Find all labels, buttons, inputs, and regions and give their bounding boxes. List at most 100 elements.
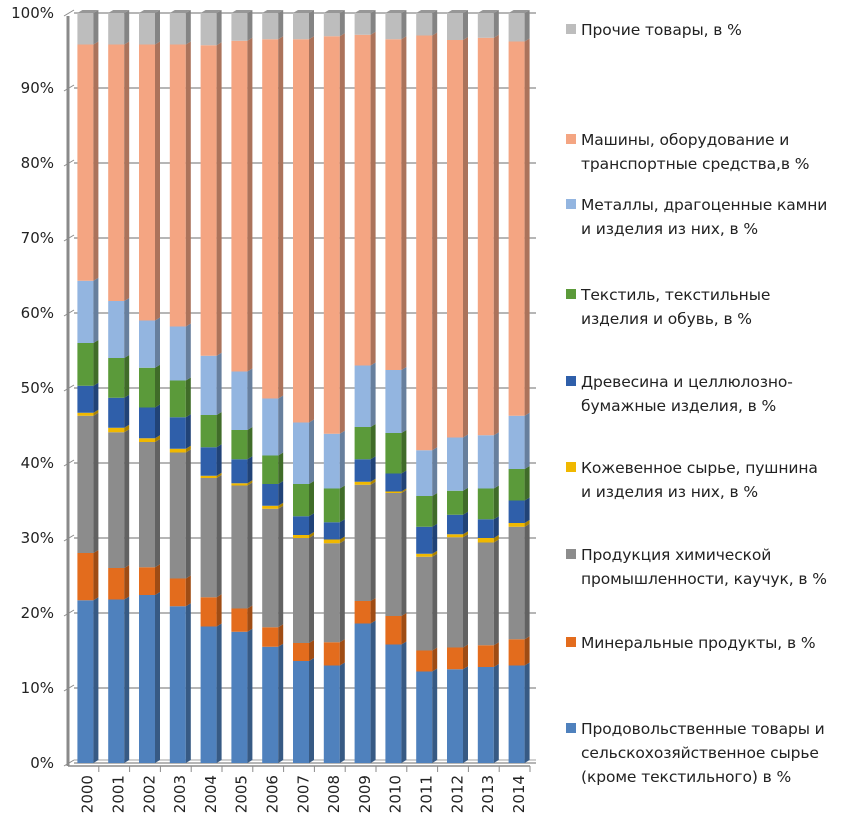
bar-segment-side (278, 452, 284, 484)
bar-segment (447, 647, 463, 670)
bar-segment-side (309, 535, 314, 643)
bar-segment-side (309, 640, 314, 661)
y-tick-label: 70% (21, 229, 54, 247)
bar-segment-side (247, 628, 253, 763)
bar-segment (108, 358, 125, 398)
bar-segment (447, 669, 463, 763)
bar-segment (416, 556, 433, 651)
bar-segment (231, 13, 248, 41)
bar-segment (169, 578, 186, 607)
bar-segment-side (401, 641, 407, 763)
bar-segment (508, 469, 525, 501)
legend-item: Машины, оборудование и транспортные сред… (566, 128, 809, 176)
y-tick-label: 30% (21, 529, 54, 547)
bar-segment (477, 37, 494, 436)
bar-segment (477, 488, 494, 520)
bar-segment (77, 553, 94, 601)
bar-segment-side (524, 412, 530, 469)
bar-segment (139, 44, 155, 321)
bar-segment-side (185, 41, 191, 327)
bar-segment-side (493, 535, 499, 543)
bar-top-cap (477, 10, 499, 13)
y-tick-label: 80% (21, 154, 54, 172)
bar-segment-side (93, 10, 99, 45)
bar-segment-side (247, 456, 253, 484)
bar-segment-side (247, 37, 253, 372)
legend-label: Минеральные продукты, в % (581, 634, 816, 652)
y-tick-label: 60% (21, 304, 54, 322)
bar-top-cap (293, 10, 314, 13)
bar-segment-side (339, 10, 345, 37)
bar-segment-side (432, 493, 438, 527)
bar-segment (323, 36, 340, 434)
bar-segment (108, 568, 125, 600)
bar-segment (77, 44, 94, 281)
bar-segment (447, 534, 463, 538)
bar-segment (354, 481, 371, 485)
bar-segment (169, 417, 186, 449)
legend-item: Продовольственные товары и сельскохозяйс… (566, 717, 825, 789)
legend-item: Текстиль, текстильные изделия и обувь, в… (566, 283, 770, 331)
bar-segment-side (216, 594, 222, 627)
bar-segment-side (278, 36, 284, 399)
bar-segment (354, 34, 371, 366)
legend-swatch (566, 199, 576, 209)
bar-segment (447, 537, 463, 648)
bar-segment-side (216, 352, 222, 415)
bar-segment (77, 280, 94, 343)
bar-segment-side (463, 531, 468, 538)
bar-segment (416, 13, 433, 36)
bar-2011 (416, 10, 438, 763)
bar-segment-side (309, 36, 314, 423)
bar-segment-side (216, 472, 222, 478)
bar-segment (447, 40, 463, 438)
bar-segment-side (247, 10, 253, 41)
bar-segment (354, 601, 371, 624)
bar-segment (385, 491, 402, 493)
bar-segment (323, 642, 340, 666)
bar-segment (200, 447, 217, 476)
bar-segment (354, 484, 371, 601)
bar-segment (169, 380, 186, 418)
bar-segment (231, 40, 248, 372)
bar-segment-side (124, 355, 130, 398)
bar-segment-side (124, 298, 130, 358)
bar-segment-side (493, 34, 499, 436)
bar-segment-side (216, 10, 222, 46)
bar-top-cap (77, 10, 99, 13)
bar-segment (77, 415, 94, 553)
bar-segment-side (524, 38, 530, 416)
bar-segment-side (339, 485, 345, 523)
bar-segment (323, 665, 340, 763)
bar-segment-side (185, 377, 191, 418)
bar-segment (200, 355, 217, 415)
bar-segment-side (247, 480, 253, 486)
bar-segment-side (370, 362, 376, 427)
legend-label: Машины, оборудование и транспортные сред… (581, 131, 810, 173)
bar-segment (385, 493, 402, 616)
bar-segment (385, 39, 402, 370)
bar-segment (416, 450, 433, 496)
bar-segment-side (247, 427, 253, 460)
bar-segment-side (524, 523, 530, 640)
x-tick-labels: 2000 2001 2002 2003 2004 2005 2006 2007 2008 2009… (79, 766, 531, 813)
bar-2002 (139, 10, 160, 763)
bars (77, 10, 530, 763)
bar-segment-side (124, 394, 130, 428)
bar-segment (508, 13, 525, 42)
bar-segment (293, 661, 309, 763)
bar-segment (231, 371, 248, 430)
bar-segment (416, 526, 433, 554)
bar-segment (385, 370, 402, 433)
bar-segment-side (339, 536, 345, 544)
bar-top-cap (169, 10, 191, 13)
bar-segment-side (493, 539, 499, 646)
bar-segment (139, 367, 155, 408)
bar-segment-side (401, 470, 407, 492)
bar-segment-side (155, 435, 160, 442)
x-tick-label: 2000 (79, 775, 97, 813)
bar-segment (416, 35, 433, 451)
bar-2000 (77, 10, 99, 763)
bar-segment-side (432, 523, 438, 554)
x-tick-label: 2012 (448, 775, 466, 813)
